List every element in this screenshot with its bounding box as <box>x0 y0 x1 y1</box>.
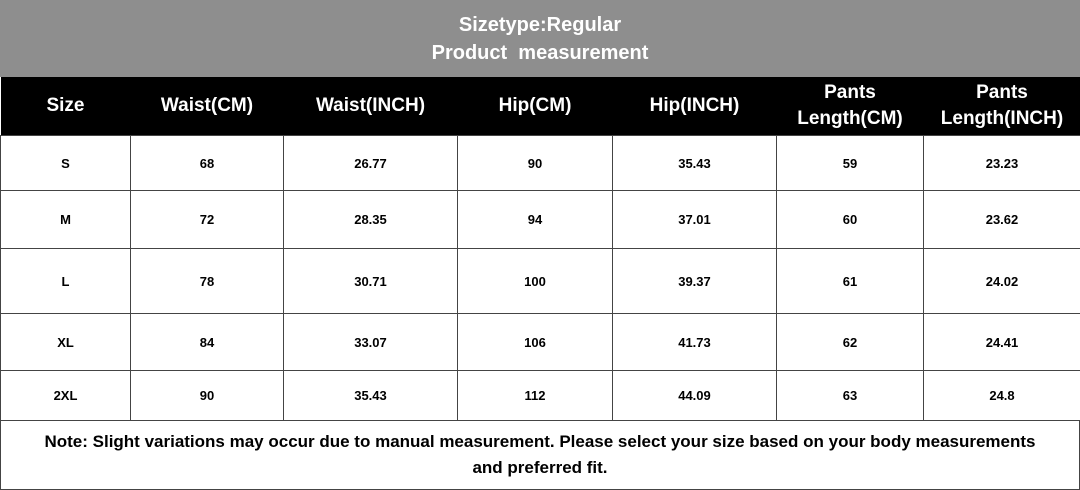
table-cell: 44.09 <box>612 370 777 421</box>
title-bar: Sizetype:Regular Product measurement <box>0 0 1080 77</box>
table-cell: 23.23 <box>923 135 1080 191</box>
table-cell: 61 <box>776 248 924 314</box>
table-cell: 62 <box>776 313 924 371</box>
table-row: S 68 26.77 90 35.43 59 23.23 <box>0 135 1080 191</box>
column-header: Hip(INCH) <box>612 77 777 136</box>
table-row: XL 84 33.07 106 41.73 62 24.41 <box>0 313 1080 371</box>
table-cell: 59 <box>776 135 924 191</box>
table-cell: 60 <box>776 190 924 249</box>
size-table: Size Waist(CM) Waist(INCH) Hip(CM) Hip(INCH)… <box>0 77 1080 421</box>
table-cell: 72 <box>130 190 284 249</box>
column-header: Pants Length(CM) <box>776 77 924 136</box>
table-cell: 90 <box>130 370 284 421</box>
table-cell: 24.02 <box>923 248 1080 314</box>
table-cell: 68 <box>130 135 284 191</box>
table-row: L 78 30.71 100 39.37 61 24.02 <box>0 248 1080 314</box>
table-cell: 35.43 <box>612 135 777 191</box>
table-cell: 106 <box>457 313 613 371</box>
table-cell: XL <box>0 313 131 371</box>
table-cell: 78 <box>130 248 284 314</box>
title: Sizetype:Regular <box>458 13 622 36</box>
table-cell: 94 <box>457 190 613 249</box>
column-header: Waist(CM) <box>130 77 284 136</box>
table-cell: 33.07 <box>283 313 458 371</box>
table-cell: 30.71 <box>283 248 458 314</box>
table-cell: 24.8 <box>923 370 1080 421</box>
table-cell: 2XL <box>0 370 131 421</box>
note: Note: Slight variations may occur due to… <box>0 421 1080 490</box>
column-header: Hip(CM) <box>457 77 613 136</box>
table-row: M 72 28.35 94 37.01 60 23.62 <box>0 190 1080 249</box>
table-cell: 35.43 <box>283 370 458 421</box>
table-cell: S <box>0 135 131 191</box>
table-cell: 63 <box>776 370 924 421</box>
column-header: Waist(INCH) <box>283 77 458 136</box>
table-cell: M <box>0 190 131 249</box>
subtitle: Product measurement <box>431 41 649 64</box>
table-cell: 26.77 <box>283 135 458 191</box>
table-cell: 39.37 <box>612 248 777 314</box>
table-row: 2XL 90 35.43 112 44.09 63 24.8 <box>0 370 1080 421</box>
table-cell: 90 <box>457 135 613 191</box>
table-cell: 112 <box>457 370 613 421</box>
table-cell: 37.01 <box>612 190 777 249</box>
table-cell: 84 <box>130 313 284 371</box>
table-cell: 41.73 <box>612 313 777 371</box>
table-cell: 100 <box>457 248 613 314</box>
table-cell: L <box>0 248 131 314</box>
column-header: Pants Length(INCH) <box>923 77 1080 136</box>
column-header: Size <box>0 77 131 136</box>
table-cell: 24.41 <box>923 313 1080 371</box>
table-cell: 28.35 <box>283 190 458 249</box>
table-cell: 23.62 <box>923 190 1080 249</box>
header-row: Size Waist(CM) Waist(INCH) Hip(CM) Hip(INCH)… <box>0 77 1080 136</box>
